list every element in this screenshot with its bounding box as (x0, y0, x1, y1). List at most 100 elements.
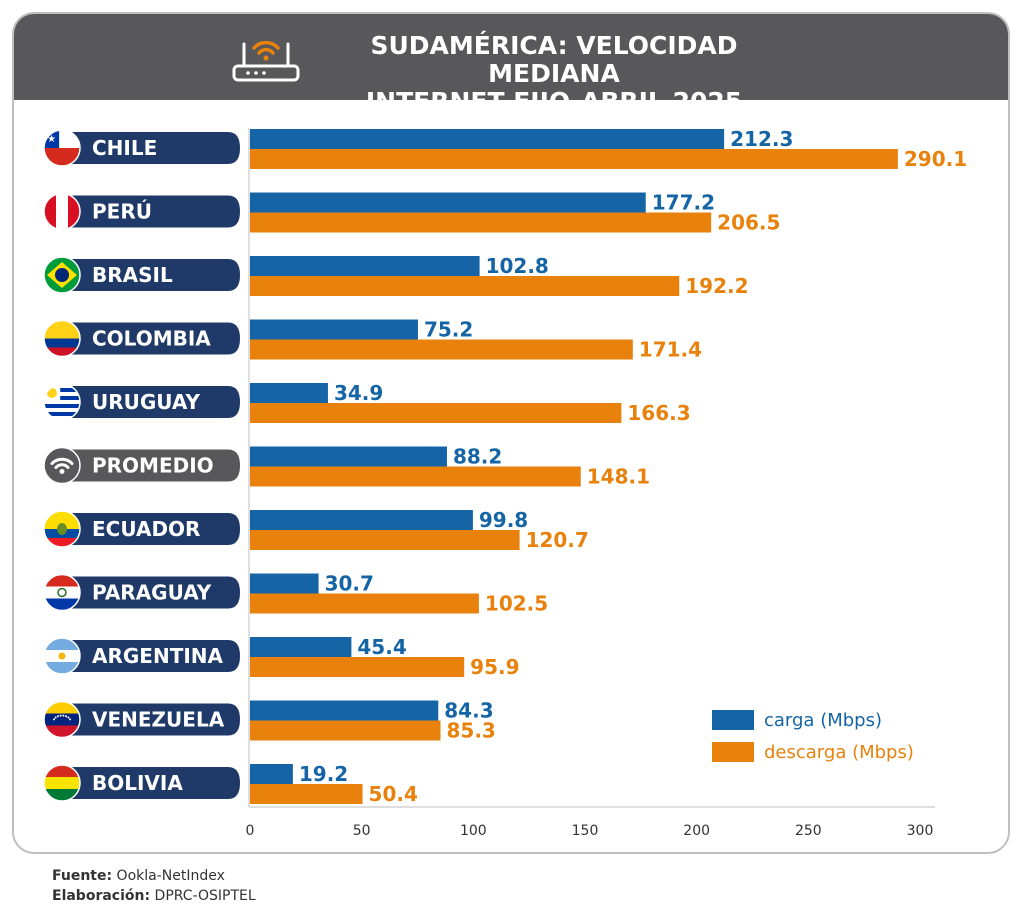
flag-sun (58, 652, 66, 660)
title-line-2: INTERNET FIJO-ABRIL 2025 (365, 87, 743, 116)
data-label: 192.2 (685, 274, 748, 298)
bar-carga (250, 446, 447, 467)
wifi-dot (59, 469, 65, 474)
category-label: COLOMBIA (92, 327, 211, 351)
data-label: 95.9 (470, 655, 519, 679)
router-icon (232, 40, 300, 82)
flag-ring (43, 700, 81, 739)
credit-value: DPRC-OSIPTEL (154, 888, 256, 904)
flag-globe (55, 268, 69, 282)
category-label: CHILE (92, 136, 157, 160)
legend-swatch (712, 742, 754, 762)
category-row: BOLIVIA 19.2 50.4 (43, 762, 418, 806)
flag-star (56, 715, 59, 718)
legend-swatch (712, 710, 754, 730)
bar-descarga (250, 403, 622, 423)
flag-ring (43, 510, 81, 548)
bar-descarga (250, 212, 712, 233)
x-tick-label: 300 (907, 823, 934, 839)
flag-stripe (44, 538, 80, 547)
credit-label: Elaboración: (52, 888, 151, 904)
category-label-pill (60, 386, 240, 418)
flag-star (59, 714, 62, 717)
flag-icon (44, 320, 80, 357)
bar-carga (250, 129, 725, 149)
flag-stripe (44, 396, 80, 400)
data-label: 177.2 (652, 191, 715, 215)
data-label: 206.5 (717, 211, 780, 235)
data-label: 120.7 (526, 528, 589, 552)
wifi-arc (50, 457, 74, 465)
category-label: VENEZUELA (92, 708, 225, 732)
flag-icon (44, 511, 80, 547)
category-label: ARGENTINA (92, 644, 224, 668)
flag-star (62, 714, 65, 717)
bar-descarga (250, 466, 581, 487)
bar-descarga (250, 720, 441, 741)
flag-stripe (44, 416, 80, 420)
flag-stripe (44, 404, 80, 408)
data-label: 102.5 (485, 592, 548, 616)
bar-carga (250, 700, 439, 721)
flag-ring (43, 192, 81, 231)
legend-label: carga (Mbps) (764, 710, 882, 731)
category-label-pill (60, 449, 240, 482)
source-value: Ookla-NetIndex (116, 868, 225, 884)
category-row: URUGUAY 34.9 166.3 (43, 381, 691, 425)
flag-stripe (44, 320, 80, 339)
bar-descarga (250, 657, 465, 677)
category-label-pill (60, 322, 240, 355)
flag-ring (43, 256, 81, 294)
flag-icon (44, 257, 80, 293)
flag-ring (43, 764, 81, 802)
flag-ring (43, 319, 81, 358)
x-tick-label: 100 (460, 823, 487, 839)
bar-descarga (250, 149, 898, 169)
bar-descarga (250, 593, 479, 614)
category-row: ARGENTINA 45.4 95.9 (43, 635, 520, 679)
category-label-pill (60, 767, 240, 799)
data-label: 88.2 (453, 445, 502, 469)
flag-stripe (44, 392, 80, 396)
wifi-arc (54, 463, 70, 469)
category-label: BRASIL (92, 263, 173, 287)
bar-descarga (250, 784, 363, 804)
bar-carga (250, 637, 352, 657)
flag-sun (46, 388, 57, 398)
x-tick-label: 200 (683, 823, 710, 839)
x-tick-label: 250 (795, 823, 822, 839)
title-bar: SUDAMÉRICA: VELOCIDAD MEDIANA INTERNET F… (14, 14, 1008, 116)
legend-label: descarga (Mbps) (764, 742, 914, 763)
category-row: CHILE ★ 212.3 290.1 (43, 127, 967, 171)
category-row: PROMEDIO 88.2 148.1 (43, 445, 650, 489)
flag-stripe (44, 713, 80, 726)
flag-stripe (44, 412, 80, 416)
bar-carga (250, 256, 480, 276)
bar-carga (250, 192, 646, 213)
data-label: 19.2 (299, 762, 348, 786)
flag-emblem (57, 587, 67, 598)
flag-star (52, 718, 55, 721)
flag-stripe (44, 347, 80, 357)
flag-icon (44, 384, 80, 420)
data-label: 45.4 (357, 635, 406, 659)
data-label: 171.4 (639, 338, 702, 362)
flag-stripe (44, 586, 80, 599)
category-label-pill (60, 640, 240, 672)
category-label-pill (60, 576, 240, 609)
flag-star (67, 716, 70, 719)
x-tick-label: 150 (572, 823, 599, 839)
flag-icon: ★ (44, 130, 80, 166)
category-label: PROMEDIO (92, 454, 214, 478)
flag-stripe (44, 148, 80, 166)
category-row: BRASIL 102.8 192.2 (43, 254, 749, 298)
bar-carga (250, 764, 293, 784)
bar-descarga (250, 276, 680, 296)
category-row: COLOMBIA 75.2 171.4 (43, 318, 702, 362)
flag-ring (43, 446, 81, 485)
flag-ring (43, 383, 81, 421)
data-label: 166.3 (627, 401, 690, 425)
chart-title: SUDAMÉRICA: VELOCIDAD MEDIANA INTERNET F… (314, 32, 794, 116)
category-label-pill (60, 513, 240, 545)
